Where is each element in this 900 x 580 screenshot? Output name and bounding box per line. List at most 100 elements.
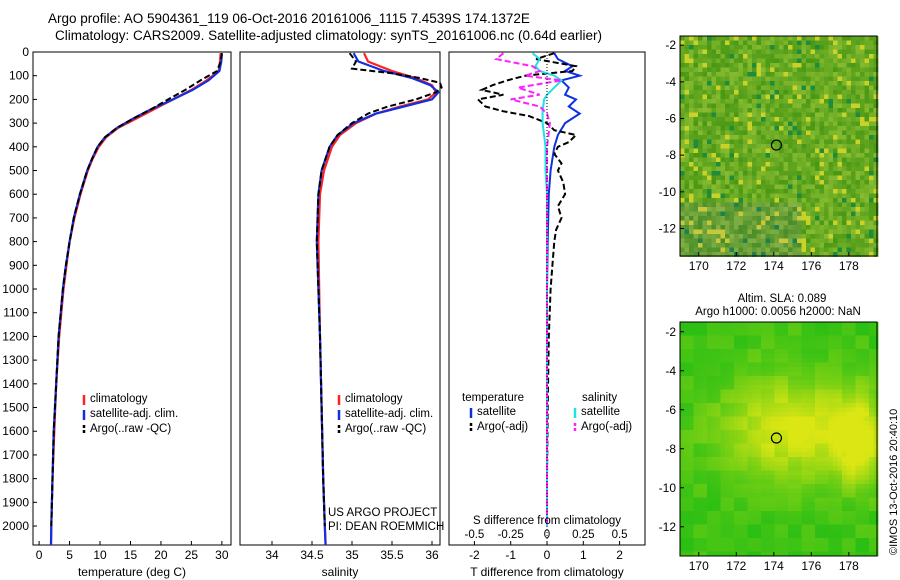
sla-map-cell xyxy=(716,529,721,534)
sst-map-cell xyxy=(855,202,861,208)
sla-map-cell xyxy=(747,524,753,530)
sst-map-cell xyxy=(806,126,811,131)
sst-map-cell xyxy=(680,76,685,82)
sst-map-cell xyxy=(851,76,856,82)
sst-map-cell xyxy=(756,135,762,140)
sst-map-cell xyxy=(702,94,708,100)
sla-map-cell xyxy=(788,353,793,359)
sst-map-cell xyxy=(783,198,789,203)
sst-map-cell xyxy=(833,90,838,95)
sst-map-cell xyxy=(725,85,730,91)
sla-map-cell xyxy=(864,457,870,462)
sla-map-cell xyxy=(716,367,721,372)
sla-map-cell xyxy=(792,547,798,552)
sla-map-cell xyxy=(815,416,820,422)
sla-map-cell xyxy=(765,421,771,426)
sla-map-cell xyxy=(734,407,739,413)
sla-map-cell xyxy=(756,322,762,327)
sla-map-cell xyxy=(743,425,748,431)
sst-map-cell xyxy=(752,85,757,91)
sst-map-cell xyxy=(752,99,757,104)
sla-map-cell xyxy=(860,538,865,543)
sla-map-cell xyxy=(725,542,730,548)
sst-map-cell xyxy=(873,135,879,140)
sla-map-cell xyxy=(752,461,757,467)
sst-map-cell xyxy=(752,238,757,244)
sst-map-cell xyxy=(846,180,852,185)
sla-map-cell xyxy=(788,358,793,363)
sla-map-cell xyxy=(756,524,762,530)
sst-map-cell xyxy=(801,153,807,158)
sla-map-cell xyxy=(698,394,703,399)
sst-map-cell xyxy=(756,49,762,55)
sla-map-cell xyxy=(792,533,798,539)
sla-map-cell xyxy=(725,394,730,399)
sla-map-cell xyxy=(774,448,780,453)
sst-map-cell xyxy=(680,103,685,109)
sst-map-cell xyxy=(725,54,730,59)
sst-map-cell xyxy=(842,94,847,100)
sst-map-cell xyxy=(828,247,834,253)
sst-map-cell xyxy=(860,171,865,176)
sla-map-cell xyxy=(815,547,820,552)
sst-map-cell xyxy=(680,117,685,122)
sla-map-cell xyxy=(765,538,771,543)
sst-map-cell xyxy=(855,81,861,86)
sst-map-cell xyxy=(747,153,753,158)
sla-map-cell xyxy=(698,470,703,476)
sst-map-cell xyxy=(788,58,793,64)
sla-map-cell xyxy=(855,443,861,449)
sla-map-cell xyxy=(747,443,753,449)
sst-map-cell xyxy=(716,211,721,217)
sst-map-cell xyxy=(747,247,753,253)
sst-map-cell xyxy=(716,171,721,176)
sla-map-cell xyxy=(761,358,766,363)
sla-map-cell xyxy=(747,542,753,548)
sst-map-cell xyxy=(864,148,870,154)
sst-map-cell xyxy=(788,247,793,253)
sla-map-cell xyxy=(725,488,730,494)
sla-map-cell xyxy=(711,448,717,453)
sla-map-cell xyxy=(756,371,762,377)
sla-map-cell xyxy=(806,367,811,372)
title-line-1: Argo profile: AO 5904361_119 06-Oct-2016… xyxy=(48,11,530,26)
sla-map-cell xyxy=(752,430,757,435)
sla-map-cell xyxy=(738,358,744,363)
sla-map-cell xyxy=(693,457,699,462)
sla-map-cell xyxy=(869,322,874,327)
sst-map-cell xyxy=(869,148,874,154)
sst-map-cell xyxy=(788,144,793,149)
sla-map-cell xyxy=(810,412,816,417)
sst-map-cell xyxy=(702,216,708,221)
sst-map-cell xyxy=(792,175,798,181)
sla-map-cell xyxy=(729,542,735,548)
sst-map-cell xyxy=(828,225,834,230)
sla-map-cell xyxy=(756,430,762,435)
sla-map-cell xyxy=(855,551,861,557)
sla-map-cell xyxy=(707,349,712,354)
sst-map-cell xyxy=(855,153,861,158)
sst-map-cell xyxy=(842,76,847,82)
sla-map-cell xyxy=(734,394,739,399)
sla-map-cell xyxy=(765,349,771,354)
sla-map-cell xyxy=(855,389,861,395)
sla-map-cell xyxy=(689,506,694,512)
sst-map-cell xyxy=(711,126,717,131)
sla-map-cell xyxy=(752,398,757,404)
sst-map-cell xyxy=(734,216,739,221)
sst-map-cell xyxy=(702,243,708,248)
sst-map-cell xyxy=(855,108,861,113)
sla-map-cell xyxy=(801,349,807,354)
sst-map-cell xyxy=(770,63,775,68)
sst-map-cell xyxy=(756,220,762,226)
sst-map-cell xyxy=(842,184,847,190)
sla-map-cell xyxy=(864,502,870,507)
sst-map-cell xyxy=(792,117,798,122)
sla-map-cell xyxy=(806,344,811,350)
sla-map-cell xyxy=(707,398,712,404)
sla-map-cell xyxy=(716,412,721,417)
sst-map-cell xyxy=(815,162,820,167)
sla-map-cell xyxy=(779,344,784,350)
sst-map-cell xyxy=(779,252,784,257)
sst-map-cell xyxy=(851,220,856,226)
